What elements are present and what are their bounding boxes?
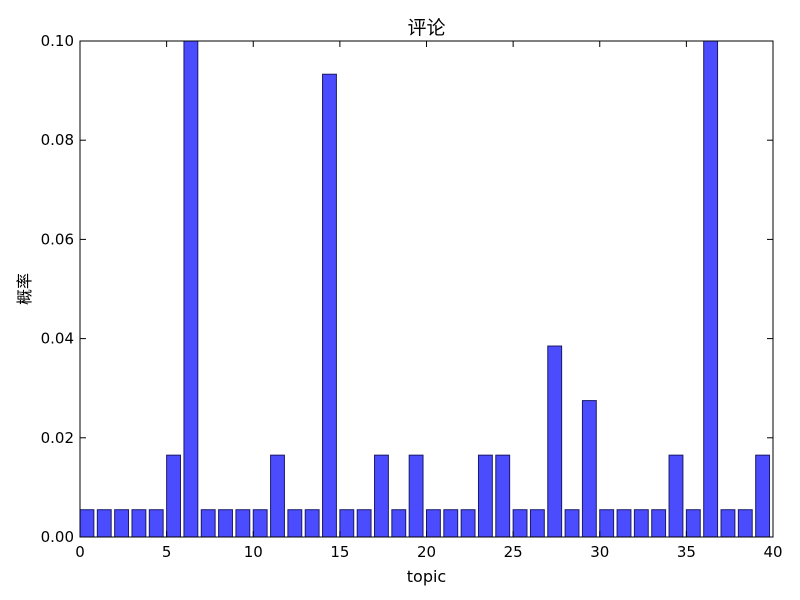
bar-topic-6 [183, 40, 199, 538]
x-axis-label: topic [407, 567, 446, 586]
y-tick-label: 0.00 [41, 528, 74, 546]
bar-topic-36 [703, 40, 719, 538]
bar-topic-35 [685, 509, 701, 538]
bar-topic-37 [720, 509, 736, 538]
bar-topic-8 [218, 509, 233, 538]
bar-topic-17 [374, 454, 389, 538]
bar-topic-34 [668, 454, 684, 538]
bar-topic-32 [633, 509, 649, 538]
bar-topic-3 [131, 509, 147, 538]
bar-topic-15 [339, 509, 355, 538]
bar-topic-11 [270, 454, 285, 538]
x-tick-label: 30 [590, 543, 609, 561]
bar-topic-39 [755, 454, 771, 538]
bar-topic-27 [547, 345, 563, 538]
bar-topic-28 [564, 509, 580, 538]
y-tick-label: 0.06 [41, 230, 74, 248]
bar-topic-33 [651, 509, 667, 538]
x-tick-label: 5 [162, 543, 172, 561]
bar-topic-9 [235, 509, 251, 538]
bar-topic-2 [114, 509, 130, 538]
bar-topic-1 [96, 509, 112, 538]
x-tick-label: 20 [417, 543, 436, 561]
x-tick-label: 40 [763, 543, 782, 561]
x-tick-label: 35 [677, 543, 696, 561]
x-tick-label: 15 [330, 543, 349, 561]
y-tick-label: 0.08 [41, 131, 74, 149]
bar-topic-16 [356, 509, 372, 538]
y-tick-label: 0.04 [41, 330, 74, 348]
bar-topic-22 [460, 509, 476, 538]
ticks-group: 0 5 10 15 20 25 30 35 40 0.00 0.02 0.04 0.06 0.08 0.10 [41, 32, 783, 561]
x-tick-label: 25 [504, 543, 523, 561]
bar-topic-4 [148, 509, 164, 538]
bar-topic-25 [512, 509, 528, 538]
y-tick-label: 0.10 [41, 32, 74, 50]
bar-topic-18 [391, 509, 407, 538]
bar-topic-23 [477, 454, 493, 538]
bar-topic-13 [304, 509, 320, 538]
bar-topic-26 [529, 509, 545, 538]
bar-topic-24 [495, 454, 511, 538]
bar-topic-10 [252, 509, 268, 538]
x-tick-label: 10 [244, 543, 263, 561]
bar-topic-21 [443, 509, 459, 538]
bar-topic-12 [287, 509, 303, 538]
bar-topic-30 [599, 509, 615, 538]
bar-topic-19 [408, 454, 424, 538]
bar-topic-7 [200, 509, 216, 538]
y-axis-label: 概率 [15, 273, 34, 305]
bar-topic-5 [166, 454, 181, 538]
bar-topic-29 [581, 400, 597, 538]
x-tick-label: 0 [75, 543, 85, 561]
bar-topic-38 [737, 509, 753, 538]
chart-title: 评论 [407, 17, 445, 39]
y-tick-label: 0.02 [41, 429, 74, 447]
bar-topic-31 [616, 509, 632, 538]
bar-topic-0 [79, 509, 95, 538]
bar-topic-14 [322, 73, 337, 538]
bar-topic-20 [426, 509, 441, 538]
bars-group [79, 40, 771, 538]
